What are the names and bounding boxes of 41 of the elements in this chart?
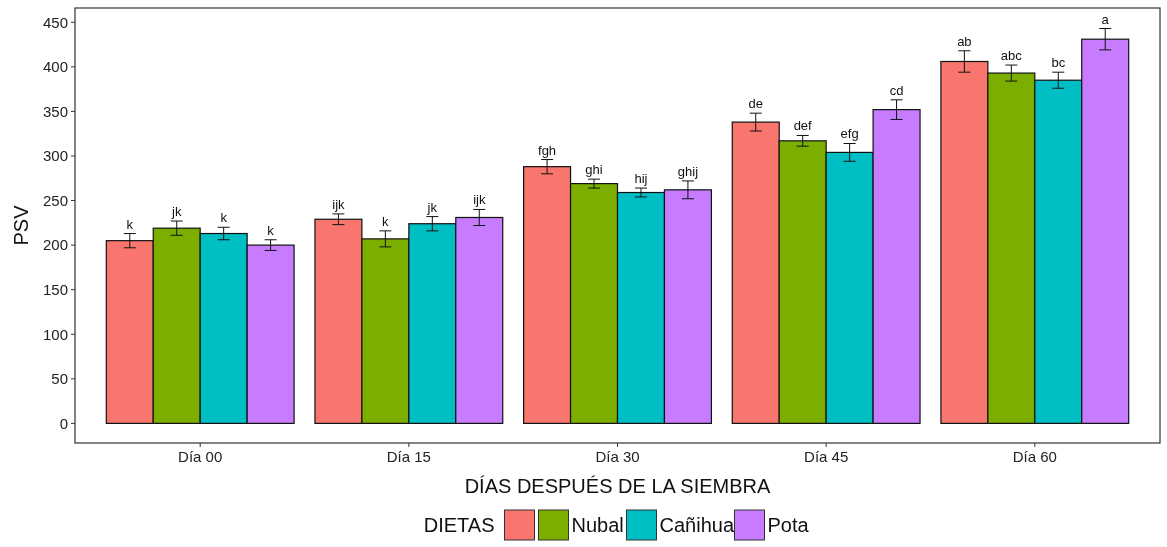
y-tick-label: 100	[42, 325, 68, 343]
data-label: jk	[171, 204, 182, 220]
x-tick-label: Día 15	[386, 448, 431, 465]
y-tick-label: 150	[42, 280, 68, 298]
x-tick-label: Día 60	[1012, 448, 1057, 465]
data-label: k	[220, 210, 228, 226]
data-label: a	[1101, 11, 1110, 27]
y-tick-label: 400	[42, 58, 68, 76]
data-label: def	[793, 118, 813, 134]
y-tick-label: 300	[42, 147, 68, 165]
y-tick-label: 450	[42, 13, 68, 31]
data-label: ghij	[677, 163, 699, 179]
data-label: ghi	[585, 162, 603, 178]
data-label: ijk	[473, 192, 486, 208]
legend-label: Cañihua	[659, 514, 735, 536]
y-tick-label: 50	[51, 370, 68, 388]
x-tick-label: Día 30	[595, 448, 640, 465]
data-label: bc	[1051, 55, 1066, 71]
data-label: k	[126, 216, 134, 232]
y-tick-label: 0	[59, 414, 68, 432]
x-axis-title: DÍAS DESPUÉS DE LA SIEMBRA	[464, 475, 771, 497]
data-label: efg	[840, 126, 859, 142]
legend-title: DIETAS	[423, 514, 495, 536]
y-axis-title: PSV	[10, 204, 32, 246]
data-label: de	[748, 96, 763, 112]
x-tick-label: Día 00	[178, 448, 223, 465]
data-label: k	[382, 213, 390, 229]
data-label: hij	[634, 171, 648, 187]
y-tick-label: 350	[42, 102, 68, 120]
data-label: fgh	[538, 142, 557, 158]
data-label: k	[267, 222, 275, 238]
data-label: ab	[957, 33, 972, 49]
data-label: ijk	[332, 196, 346, 212]
x-tick-label: Día 45	[804, 448, 849, 465]
y-tick-label: 200	[42, 236, 68, 254]
y-tick-label: 250	[42, 191, 68, 209]
legend-label: Nubal	[571, 514, 624, 536]
legend-label: Pota	[767, 514, 810, 536]
data-label: jk	[426, 199, 438, 215]
data-label: abc	[1000, 48, 1023, 64]
data-label: cd	[889, 82, 904, 98]
